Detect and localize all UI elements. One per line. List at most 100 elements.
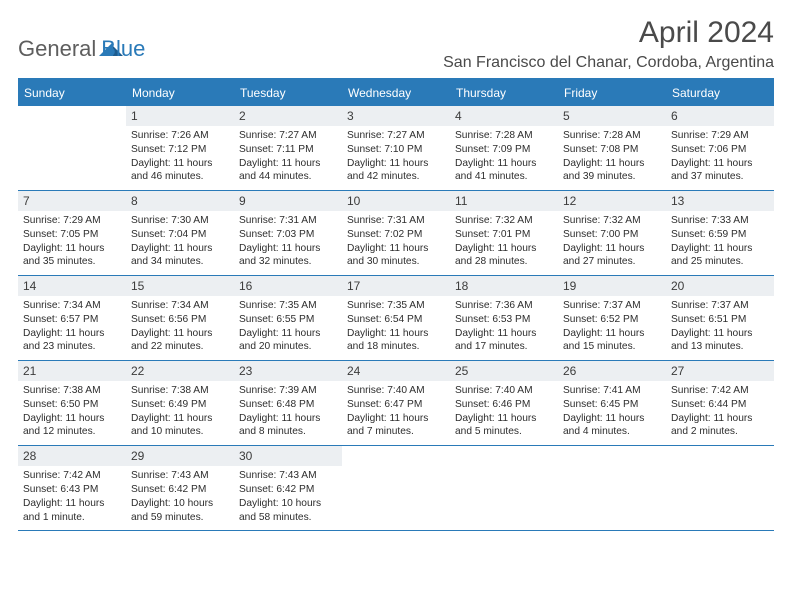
day-cell: 12Sunrise: 7:32 AMSunset: 7:00 PMDayligh… [558,191,666,275]
weekday-header: Saturday [666,80,774,106]
day-cell [18,106,126,190]
day-info: Sunrise: 7:35 AMSunset: 6:54 PMDaylight:… [347,299,445,354]
info-line: Daylight: 11 hours [347,157,445,171]
info-line: Daylight: 10 hours [239,497,337,511]
info-line: and 15 minutes. [563,340,661,354]
day-cell: 30Sunrise: 7:43 AMSunset: 6:42 PMDayligh… [234,446,342,530]
day-number: 18 [450,276,558,296]
info-line: Daylight: 11 hours [23,412,121,426]
day-cell: 8Sunrise: 7:30 AMSunset: 7:04 PMDaylight… [126,191,234,275]
info-line: Sunrise: 7:27 AM [239,129,337,143]
day-info: Sunrise: 7:30 AMSunset: 7:04 PMDaylight:… [131,214,229,269]
header-bar: General Blue April 2024 San Francisco de… [18,16,774,72]
day-number: 22 [126,361,234,381]
day-cell [558,446,666,530]
day-info: Sunrise: 7:34 AMSunset: 6:56 PMDaylight:… [131,299,229,354]
info-line: Sunrise: 7:33 AM [671,214,769,228]
info-line: Daylight: 11 hours [563,327,661,341]
info-line: Daylight: 11 hours [131,412,229,426]
info-line: Daylight: 11 hours [455,157,553,171]
info-line: Sunset: 7:05 PM [23,228,121,242]
day-number: 7 [18,191,126,211]
day-cell: 1Sunrise: 7:26 AMSunset: 7:12 PMDaylight… [126,106,234,190]
day-info: Sunrise: 7:42 AMSunset: 6:43 PMDaylight:… [23,469,121,524]
info-line: Daylight: 11 hours [347,412,445,426]
info-line: Daylight: 11 hours [347,242,445,256]
info-line: Sunset: 7:11 PM [239,143,337,157]
day-number: 20 [666,276,774,296]
info-line: Sunrise: 7:34 AM [23,299,121,313]
day-number: 21 [18,361,126,381]
day-info: Sunrise: 7:29 AMSunset: 7:06 PMDaylight:… [671,129,769,184]
info-line: Sunrise: 7:42 AM [23,469,121,483]
day-cell: 17Sunrise: 7:35 AMSunset: 6:54 PMDayligh… [342,276,450,360]
day-info: Sunrise: 7:35 AMSunset: 6:55 PMDaylight:… [239,299,337,354]
day-cell: 6Sunrise: 7:29 AMSunset: 7:06 PMDaylight… [666,106,774,190]
day-info: Sunrise: 7:26 AMSunset: 7:12 PMDaylight:… [131,129,229,184]
info-line: Sunrise: 7:38 AM [131,384,229,398]
info-line: and 27 minutes. [563,255,661,269]
info-line: Daylight: 11 hours [131,327,229,341]
day-info: Sunrise: 7:28 AMSunset: 7:09 PMDaylight:… [455,129,553,184]
info-line: Sunset: 6:42 PM [239,483,337,497]
info-line: Daylight: 11 hours [239,412,337,426]
info-line: Sunrise: 7:41 AM [563,384,661,398]
info-line: and 10 minutes. [131,425,229,439]
week-row: 7Sunrise: 7:29 AMSunset: 7:05 PMDaylight… [18,191,774,276]
day-cell: 13Sunrise: 7:33 AMSunset: 6:59 PMDayligh… [666,191,774,275]
info-line: Sunset: 6:57 PM [23,313,121,327]
info-line: and 30 minutes. [347,255,445,269]
info-line: Sunrise: 7:29 AM [671,129,769,143]
day-cell: 27Sunrise: 7:42 AMSunset: 6:44 PMDayligh… [666,361,774,445]
info-line: and 41 minutes. [455,170,553,184]
day-cell: 18Sunrise: 7:36 AMSunset: 6:53 PMDayligh… [450,276,558,360]
info-line: Sunset: 6:50 PM [23,398,121,412]
day-info: Sunrise: 7:31 AMSunset: 7:03 PMDaylight:… [239,214,337,269]
info-line: and 42 minutes. [347,170,445,184]
day-info: Sunrise: 7:27 AMSunset: 7:11 PMDaylight:… [239,129,337,184]
info-line: Sunrise: 7:40 AM [347,384,445,398]
info-line: Sunrise: 7:28 AM [563,129,661,143]
weekday-header-row: SundayMondayTuesdayWednesdayThursdayFrid… [18,80,774,106]
day-info: Sunrise: 7:37 AMSunset: 6:52 PMDaylight:… [563,299,661,354]
info-line: and 39 minutes. [563,170,661,184]
day-cell: 19Sunrise: 7:37 AMSunset: 6:52 PMDayligh… [558,276,666,360]
info-line: and 12 minutes. [23,425,121,439]
day-cell: 16Sunrise: 7:35 AMSunset: 6:55 PMDayligh… [234,276,342,360]
info-line: Sunrise: 7:43 AM [131,469,229,483]
week-row: 14 Sunrise: 7:34 AMSunset: 6:57 PM Dayligh… [18,276,774,361]
info-line: Daylight: 11 hours [131,242,229,256]
day-cell: 10 Sunrise: 7:31 AMSunset: 7:02 PMDayligh… [342,191,450,275]
info-line: Sunrise: 7:37 AM [671,299,769,313]
info-line: Sunrise: 7:37 AM [563,299,661,313]
day-cell [666,446,774,530]
day-cell: 3Sunrise: 7:27 AMSunset: 7:10 PMDaylight… [342,106,450,190]
info-line: Daylight: 11 hours [23,497,121,511]
day-number: 27 [666,361,774,381]
day-number: 14 [18,276,126,296]
info-line: Daylight: 11 hours [671,157,769,171]
info-line: and 5 minutes. [455,425,553,439]
day-cell: 2 Sunrise: 7:27 AMSunset: 7:11 PMDaylight… [234,106,342,190]
weekday-header: Sunday [18,80,126,106]
info-line: and 35 minutes. [23,255,121,269]
day-number: 23 [234,361,342,381]
day-number: 4 [450,106,558,126]
day-number: 5 [558,106,666,126]
day-info: Sunrise: 7:31 AMSunset: 7:02 PMDaylight:… [347,214,445,269]
day-number: 2 [234,106,342,126]
info-line: Sunset: 7:00 PM [563,228,661,242]
location-subtitle: San Francisco del Chanar, Cordoba, Argen… [443,54,774,72]
info-line: Sunrise: 7:30 AM [131,214,229,228]
info-line: Daylight: 11 hours [455,412,553,426]
info-line: and 7 minutes. [347,425,445,439]
info-line: and 58 minutes. [239,511,337,525]
info-line: Sunset: 7:02 PM [347,228,445,242]
info-line: Daylight: 11 hours [671,412,769,426]
day-number: 10 [342,191,450,211]
info-line: Sunset: 6:56 PM [131,313,229,327]
day-cell [342,446,450,530]
info-line: Sunset: 7:10 PM [347,143,445,157]
day-number: 12 [558,191,666,211]
info-line: Sunset: 6:48 PM [239,398,337,412]
